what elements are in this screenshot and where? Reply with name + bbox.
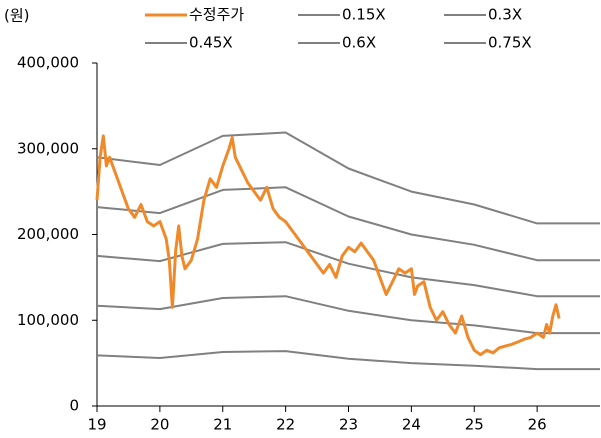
legend-label: 0.45X xyxy=(189,34,233,52)
series-line xyxy=(96,131,600,225)
x-tick-label: 22 xyxy=(276,416,295,434)
x-tick-label: 24 xyxy=(402,416,421,434)
x-tick-label: 26 xyxy=(528,416,547,434)
x-tick-label: 25 xyxy=(465,416,484,434)
series-line xyxy=(96,295,600,335)
y-tick-label: 0 xyxy=(69,397,79,415)
series-line xyxy=(95,134,561,357)
legend-label: 0.75X xyxy=(488,34,532,52)
x-tick-label: 21 xyxy=(213,416,232,434)
legend-label: 0.15X xyxy=(342,6,386,24)
series-line xyxy=(96,186,600,262)
y-tick-label: 400,000 xyxy=(17,54,79,72)
series-line xyxy=(96,350,600,371)
legend-label: 0.6X xyxy=(342,34,376,52)
y-axis-label: (원) xyxy=(4,7,30,25)
x-tick-label: 20 xyxy=(150,416,169,434)
y-tick-label: 200,000 xyxy=(17,225,79,243)
legend-label: 0.3X xyxy=(488,6,522,24)
y-tick-label: 300,000 xyxy=(17,139,79,157)
legend-label: 수정주가 xyxy=(189,6,244,24)
y-tick-label: 100,000 xyxy=(17,311,79,329)
x-tick-label: 23 xyxy=(339,416,358,434)
x-tick-label: 19 xyxy=(87,416,106,434)
